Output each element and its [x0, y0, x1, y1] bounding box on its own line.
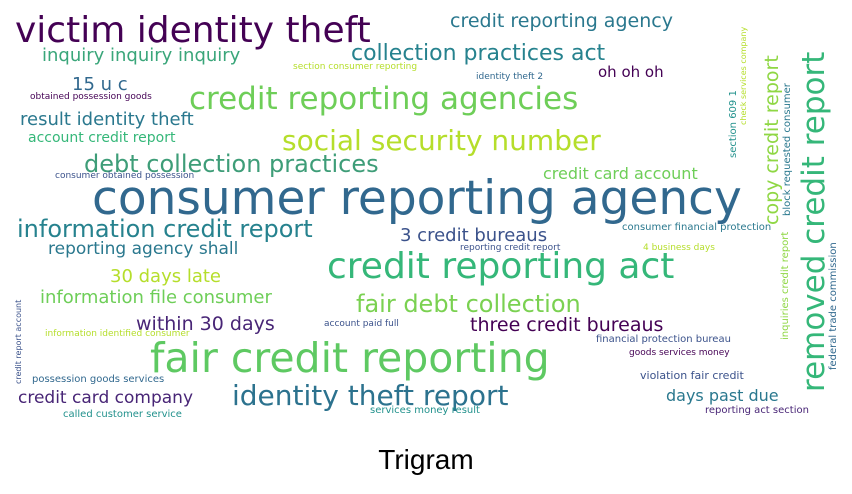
caption: Trigram — [378, 444, 474, 475]
word: days past due — [666, 386, 779, 405]
word: block requested consumer — [782, 83, 793, 216]
word: 3 credit bureaus — [400, 225, 548, 246]
word: result identity theft — [20, 109, 194, 130]
word: credit reporting act — [327, 246, 675, 287]
word: information credit report — [17, 215, 313, 243]
word: within 30 days — [136, 313, 275, 335]
word: section consumer reporting — [293, 62, 418, 72]
word: account credit report — [28, 130, 176, 146]
word: 30 days late — [110, 266, 221, 287]
word: information file consumer — [40, 287, 272, 308]
word: fair credit reporting — [150, 334, 550, 382]
word: reporting act section — [705, 405, 809, 416]
word: consumer reporting agency — [92, 171, 742, 226]
word: oh oh oh — [598, 63, 664, 81]
word: debt collection practices — [84, 150, 379, 178]
word: victim identity theft — [15, 10, 371, 51]
word: three credit bureaus — [470, 314, 664, 336]
word: 15 u c — [72, 74, 128, 95]
word: check services company — [739, 26, 748, 125]
word: possession goods services — [32, 374, 165, 385]
word: reporting agency shall — [48, 239, 239, 259]
word: federal trade commission — [828, 242, 839, 370]
word: 4 business days — [643, 243, 715, 253]
word: credit reporting agencies — [189, 81, 579, 117]
word: identity theft report — [232, 379, 509, 412]
word: section 609 1 — [728, 90, 739, 158]
word: financial protection bureau — [596, 334, 731, 345]
word: credit reporting agency — [450, 10, 673, 32]
word-cloud: consumer reporting agency fair credit re… — [14, 10, 839, 420]
word: collection practices act — [351, 41, 606, 66]
word: services money result — [370, 405, 480, 416]
word: social security number — [282, 124, 601, 157]
word: consumer financial protection — [622, 222, 772, 233]
word: fair debt collection — [356, 290, 581, 318]
word: called customer service — [63, 409, 182, 420]
word: consumer obtained possession — [55, 171, 195, 181]
word: credit report account — [14, 299, 23, 384]
word: violation fair credit — [640, 369, 744, 382]
word: account paid full — [324, 319, 399, 329]
word: goods services money — [629, 348, 730, 358]
word: removed credit report — [796, 51, 832, 392]
word: information identified consumer — [45, 329, 190, 339]
word: inquiries credit report — [780, 231, 791, 340]
word: inquiry inquiry inquiry — [42, 45, 241, 66]
word: obtained possession goods — [30, 92, 152, 102]
word: identity theft 2 — [476, 72, 544, 82]
word: credit card company — [18, 388, 194, 408]
word: copy credit report — [761, 55, 783, 225]
word: credit card account — [543, 164, 698, 183]
word: reporting credit report — [460, 243, 561, 253]
